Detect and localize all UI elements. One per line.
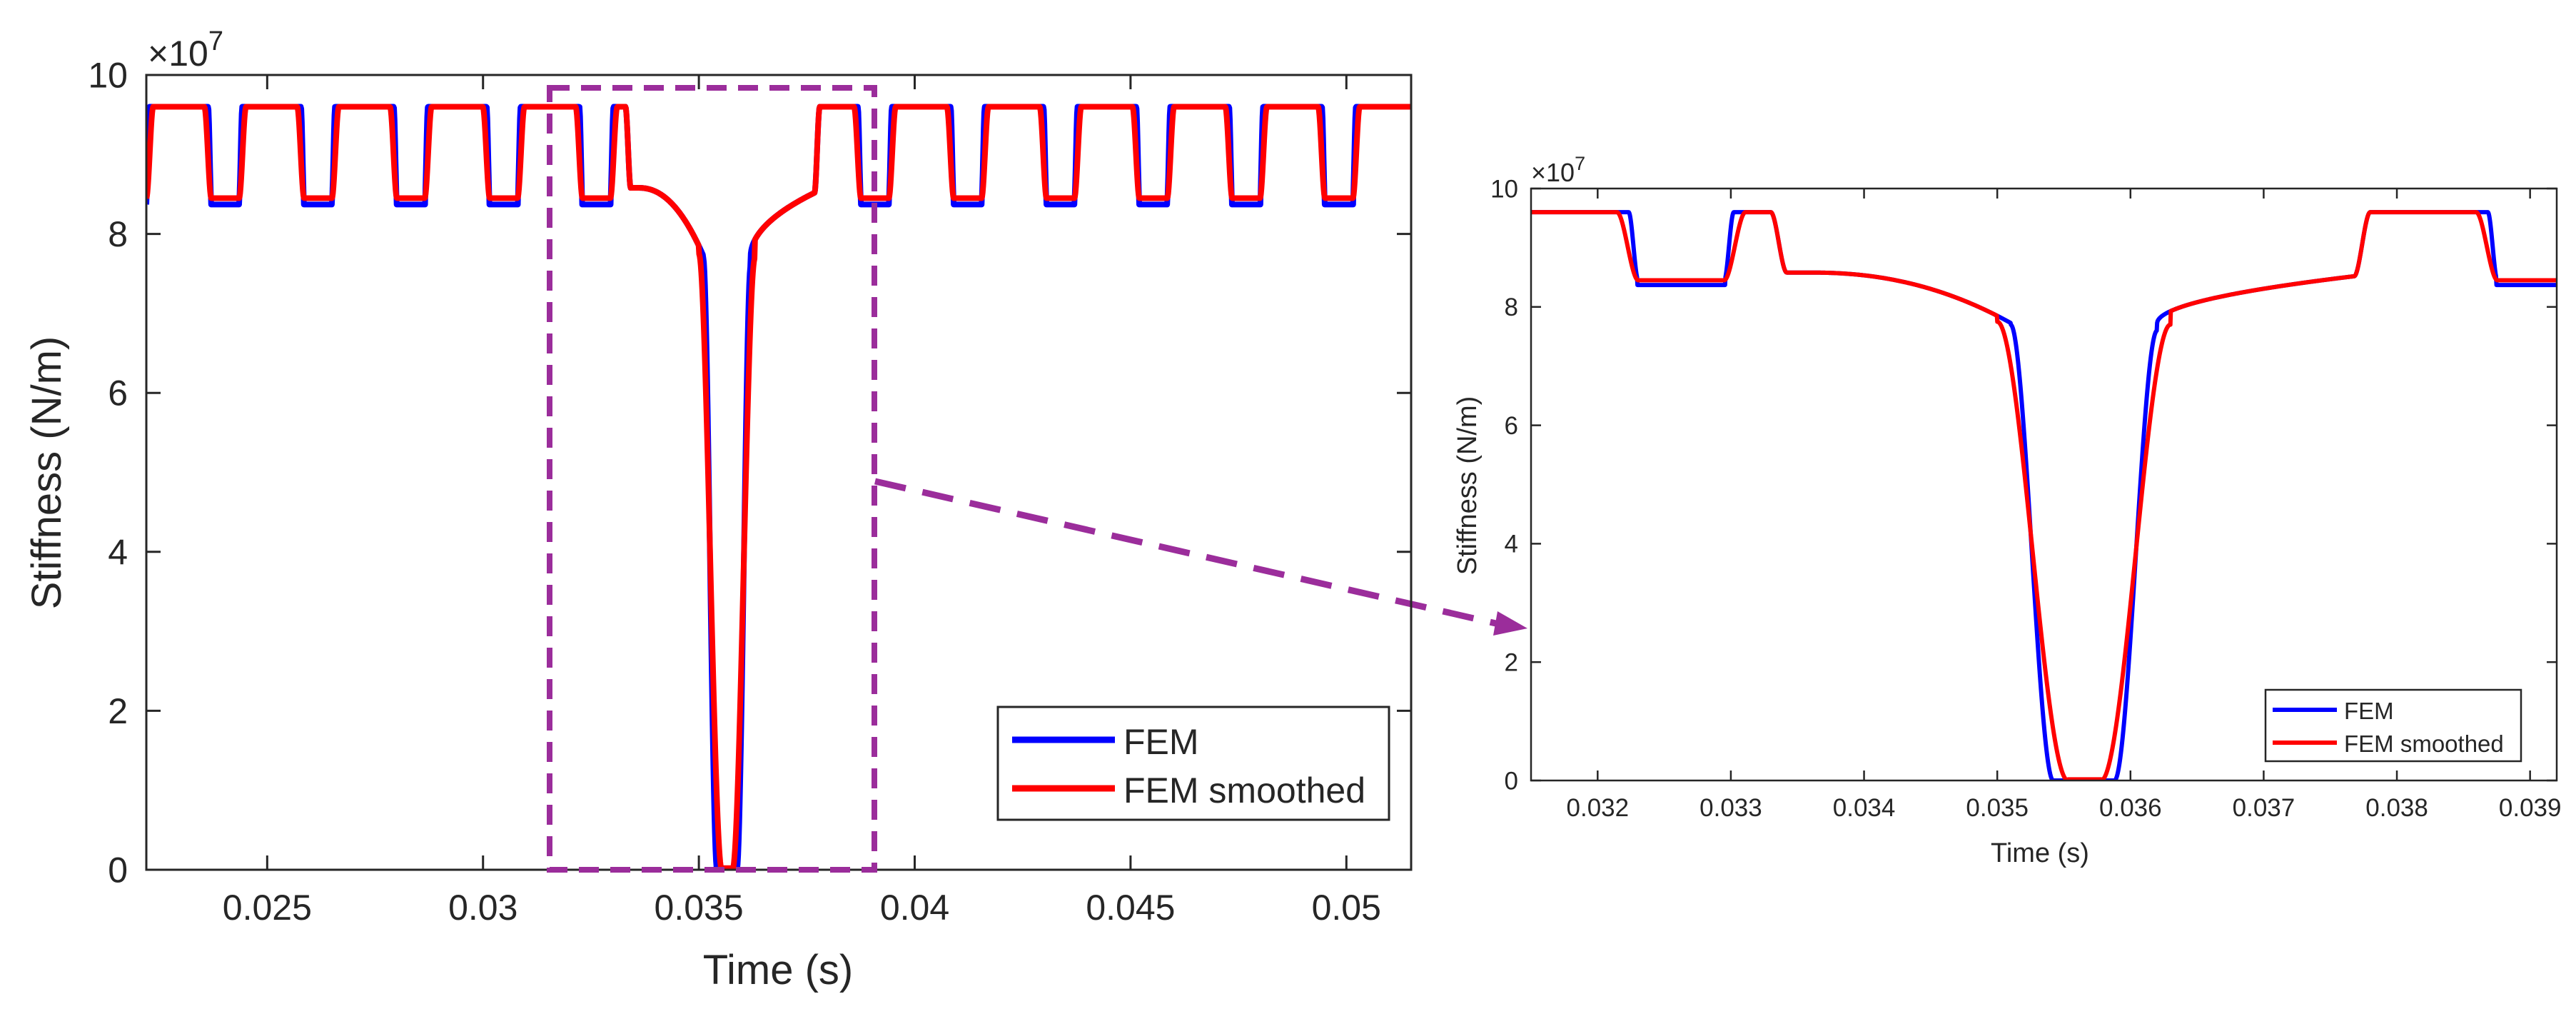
y-tick-label: 10 xyxy=(88,56,128,96)
x-tick-label: 0.04 xyxy=(880,888,949,928)
x-tick-label: 0.036 xyxy=(2099,794,2162,822)
legend-label-fem: FEM xyxy=(2344,698,2394,724)
zoom-view-y-axis-label: Stiffness (N/m) xyxy=(1453,396,1483,576)
zoom-view-chart: 0.032 0.033 0.034 0.035 0.036 0.037 0.038 0.039… xyxy=(1453,153,2561,868)
full-view-y-axis-label: Stiffness (N/m) xyxy=(24,336,70,609)
y-tick-label: 6 xyxy=(108,373,128,413)
series-line-fem-smoothed xyxy=(146,104,1411,870)
y-tick-label: 0 xyxy=(108,850,128,890)
x-tick-label: 0.035 xyxy=(1966,794,2029,822)
zoom-view-series-group xyxy=(1531,210,2557,780)
zoom-view-ticks: 0.032 0.033 0.034 0.035 0.036 0.037 0.038 0.039… xyxy=(1490,175,2561,822)
zoom-view-legend: FEM FEM smoothed xyxy=(2264,688,2522,763)
full-view-x-axis-label: Time (s) xyxy=(703,947,853,993)
x-tick-label: 0.025 xyxy=(223,888,312,928)
x-tick-label: 0.045 xyxy=(1086,888,1175,928)
y-tick-label: 4 xyxy=(1505,531,1518,558)
x-tick-label: 0.035 xyxy=(655,888,744,928)
y-tick-label: 10 xyxy=(1490,175,1518,203)
zoom-view-axes-box xyxy=(1530,187,2558,782)
y-tick-label: 2 xyxy=(1505,648,1518,676)
legend-label-fem: FEM xyxy=(1123,722,1199,762)
x-tick-label: 0.034 xyxy=(1833,794,1896,822)
full-view-series-group xyxy=(146,104,1411,870)
full-view-ticks: 0.025 0.03 0.035 0.04 0.045 0.05 0 2 4 6 8 10 xyxy=(88,56,1411,928)
zoom-arrow xyxy=(874,478,1527,636)
x-tick-label: 0.037 xyxy=(2233,794,2295,822)
zoom-box xyxy=(547,85,877,873)
legend-label-fem-smoothed: FEM smoothed xyxy=(2344,731,2504,757)
y-tick-label: 4 xyxy=(108,532,128,572)
x-tick-label: 0.05 xyxy=(1312,888,1381,928)
y-tick-label: 6 xyxy=(1505,412,1518,440)
full-view-legend: FEM FEM smoothed xyxy=(996,706,1390,821)
zoom-view-x-axis-label: Time (s) xyxy=(1991,838,2089,868)
x-tick-label: 0.038 xyxy=(2365,794,2428,822)
series-line-fem-smoothed xyxy=(1531,210,2557,780)
full-view-y-exponent: ×107 xyxy=(148,26,223,74)
y-tick-label: 8 xyxy=(108,214,128,254)
y-tick-label: 8 xyxy=(1505,293,1518,321)
y-tick-label: 0 xyxy=(1505,767,1518,795)
x-tick-label: 0.03 xyxy=(448,888,517,928)
x-tick-label: 0.039 xyxy=(2499,794,2562,822)
y-tick-label: 2 xyxy=(108,691,128,731)
x-tick-label: 0.033 xyxy=(1699,794,1762,822)
legend-label-fem-smoothed: FEM smoothed xyxy=(1123,770,1365,810)
zoom-view-y-exponent: ×107 xyxy=(1531,153,1585,187)
x-tick-label: 0.032 xyxy=(1567,794,1630,822)
